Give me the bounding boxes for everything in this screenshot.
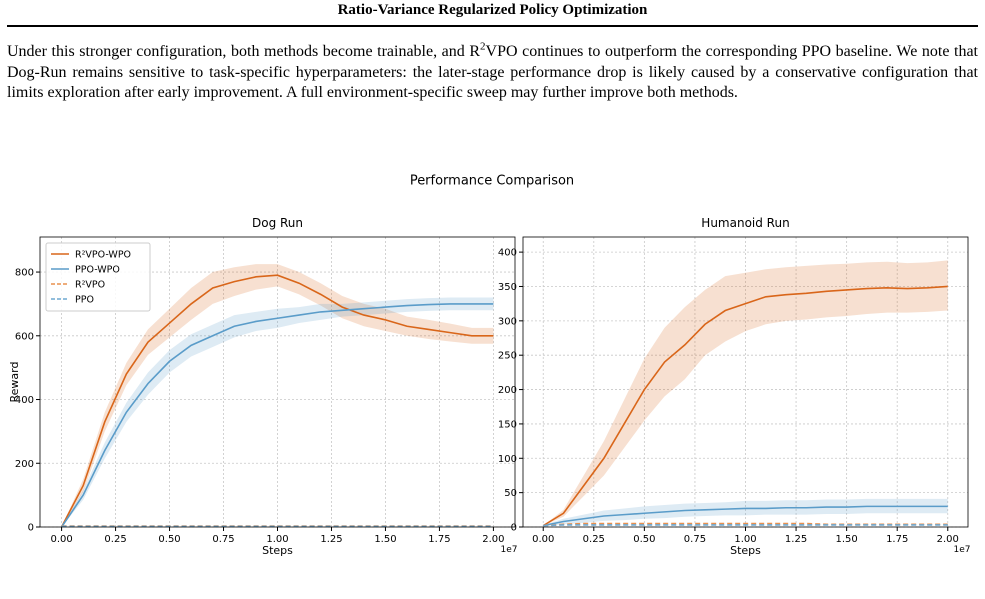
band xyxy=(61,297,494,527)
x-tick-label: 1.50 xyxy=(374,534,396,545)
line xyxy=(542,285,948,527)
legend-label: PPO-WPO xyxy=(75,265,120,276)
y-tick-label: 0 xyxy=(28,523,34,534)
band xyxy=(543,498,948,527)
y-tick-label: 350 xyxy=(498,282,517,293)
y-tick-label: 50 xyxy=(504,488,517,499)
y-tick-label: 400 xyxy=(498,248,517,259)
band xyxy=(61,264,494,527)
x-tick-label: 2.00 xyxy=(482,534,504,545)
subplot-title: Dog Run xyxy=(252,216,303,230)
y-tick-label: 150 xyxy=(498,419,517,430)
x-offset-label: 1e7 xyxy=(954,545,971,555)
y-tick-label: 800 xyxy=(15,268,34,279)
y-axis-label: Reward xyxy=(8,362,21,403)
y-tick-label: 100 xyxy=(498,454,517,465)
legend-label: R²VPO-WPO xyxy=(75,250,131,261)
x-tick-label: 1.75 xyxy=(886,534,908,545)
x-tick-label: 0.00 xyxy=(532,534,554,545)
plot-frame xyxy=(522,236,969,528)
legend-box xyxy=(45,242,151,312)
x-tick-label: 1.75 xyxy=(428,534,450,545)
y-tick-label: 0 xyxy=(511,523,517,534)
x-offset-label: 1e7 xyxy=(501,545,518,555)
x-tick-label: 0.75 xyxy=(684,534,706,545)
y-tick-label: 300 xyxy=(498,316,517,327)
line xyxy=(60,274,494,528)
x-axis-label: Steps xyxy=(730,544,761,557)
text: VPO continues to outperform the correspo… xyxy=(7,43,978,101)
line xyxy=(543,524,948,527)
figure-title: Performance Comparison xyxy=(410,174,574,189)
legend-label: R²VPO xyxy=(75,280,105,291)
x-tick-label: 1.00 xyxy=(266,534,288,545)
x-tick-label: 0.50 xyxy=(158,534,180,545)
paragraph: Under this stronger configuration, both … xyxy=(7,40,978,104)
plot-frame xyxy=(39,236,516,528)
x-tick-label: 0.75 xyxy=(212,534,234,545)
superscript: 2 xyxy=(480,40,486,53)
subplot-title: Humanoid Run xyxy=(701,216,789,230)
header-rule xyxy=(7,25,978,27)
y-tick-label: 600 xyxy=(15,331,34,342)
x-tick-label: 1.00 xyxy=(734,534,756,545)
x-tick-label: 1.25 xyxy=(320,534,342,545)
y-tick-label: 200 xyxy=(15,459,34,470)
line xyxy=(60,303,494,528)
band xyxy=(543,260,948,526)
x-tick-label: 1.25 xyxy=(785,534,807,545)
x-tick-label: 0.25 xyxy=(583,534,605,545)
x-axis-label: Steps xyxy=(262,544,293,557)
x-tick-label: 2.00 xyxy=(937,534,959,545)
x-tick-label: 1.50 xyxy=(836,534,858,545)
line xyxy=(543,505,948,527)
y-tick-label: 200 xyxy=(498,385,517,396)
text: Under this stronger configuration, both … xyxy=(7,43,481,60)
legend-label: PPO xyxy=(75,295,94,306)
y-tick-label: 400 xyxy=(15,395,34,406)
x-tick-label: 0.00 xyxy=(50,534,72,545)
figure: Performance Comparison Dog Run 0 200 400 600… xyxy=(8,174,971,558)
x-tick-label: 0.25 xyxy=(104,534,126,545)
x-tick-label: 0.50 xyxy=(633,534,655,545)
running-header: Ratio-Variance Regularized Policy Optimi… xyxy=(337,2,648,18)
y-tick-label: 250 xyxy=(498,351,517,362)
